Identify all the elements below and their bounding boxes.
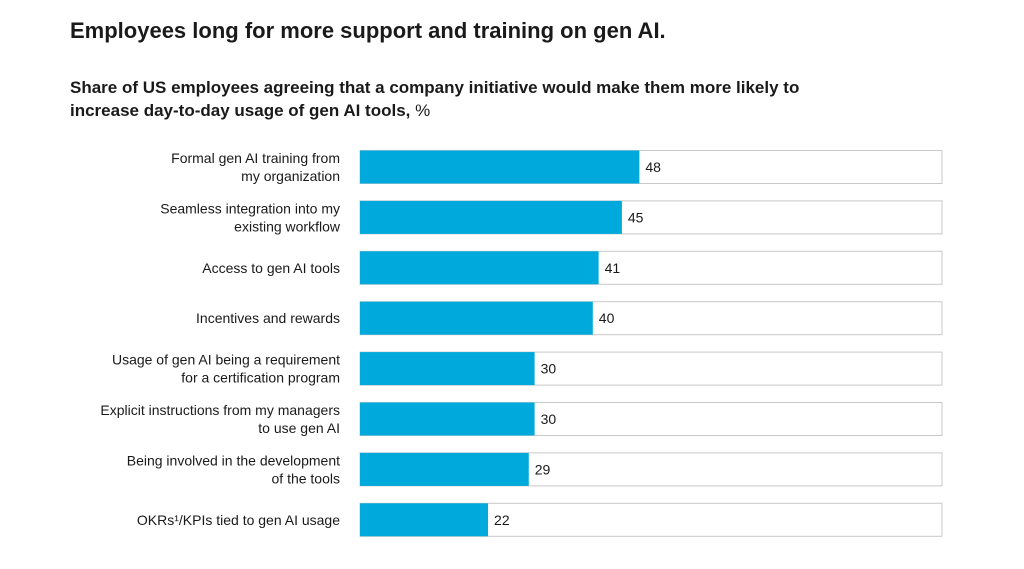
category-label: Explicit instructions from my managers to… — [100, 402, 340, 436]
category-label: Formal gen AI training from my organizati… — [171, 150, 340, 184]
value-label: 41 — [605, 260, 621, 276]
category-label: Access to gen AI tools — [202, 260, 340, 276]
value-label: 48 — [645, 159, 661, 175]
bar — [360, 150, 640, 184]
value-label: 29 — [535, 461, 551, 477]
bar — [360, 251, 599, 285]
category-label: OKRs¹/KPIs tied to gen AI usage — [137, 512, 340, 528]
value-label: 45 — [628, 209, 644, 225]
value-label: 30 — [541, 411, 557, 427]
bar — [360, 402, 535, 436]
category-label: Incentives and rewards — [196, 310, 340, 326]
value-label: 22 — [494, 512, 510, 528]
category-label: Seamless integration into my existing wor… — [160, 200, 341, 234]
bar — [360, 301, 593, 335]
category-label: Being involved in the development of the … — [127, 452, 340, 486]
bar — [360, 200, 622, 234]
category-label: Usage of gen AI being a requirement for a… — [112, 351, 340, 385]
bar — [360, 352, 535, 386]
bar — [360, 503, 489, 537]
chart-title: Employees long for more support and trai… — [70, 18, 666, 43]
bar — [360, 452, 529, 486]
value-label: 40 — [599, 310, 615, 326]
unit: % — [410, 101, 430, 120]
value-label: 30 — [541, 360, 557, 376]
chart-subtitle: Share of US employees agreeing that a co… — [70, 78, 799, 120]
